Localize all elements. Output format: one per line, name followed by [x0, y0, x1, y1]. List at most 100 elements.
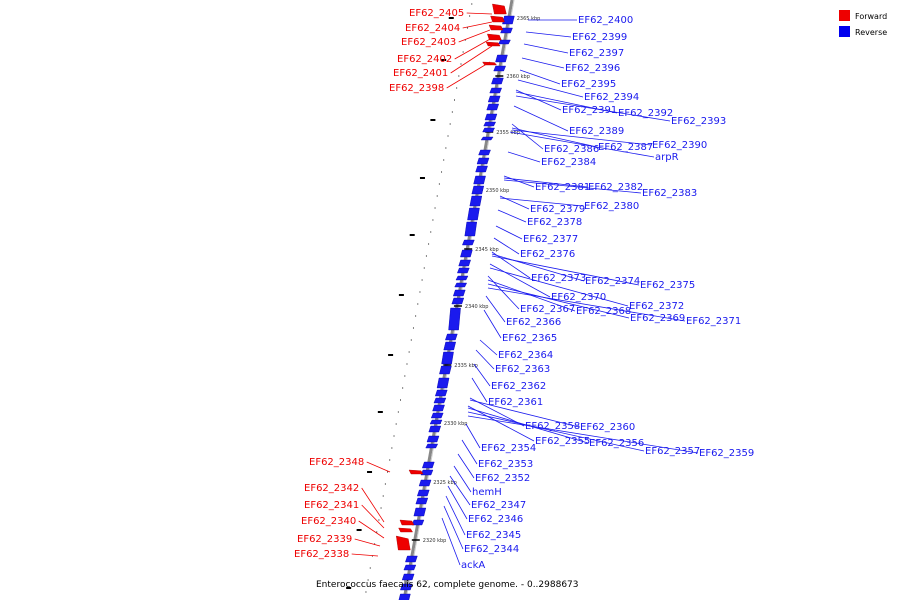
forward-gene-label[interactable]: EF62_2339	[297, 534, 352, 545]
reverse-gene-block[interactable]	[436, 377, 450, 389]
reverse-gene-block[interactable]	[418, 479, 432, 487]
reverse-gene-label[interactable]: EF62_2383	[642, 188, 697, 199]
reverse-gene-block[interactable]	[451, 297, 465, 305]
reverse-gene-label[interactable]: EF62_2371	[686, 316, 741, 327]
reverse-gene-label[interactable]: EF62_2363	[495, 364, 550, 375]
reverse-gene-block[interactable]	[487, 95, 501, 103]
reverse-gene-label[interactable]: EF62_2353	[478, 459, 533, 470]
reverse-gene-label[interactable]: EF62_2372	[629, 301, 684, 312]
reverse-gene-label[interactable]: EF62_2361	[488, 397, 543, 408]
reverse-gene-label[interactable]: EF62_2390	[652, 140, 707, 151]
reverse-gene-label[interactable]: EF62_2365	[502, 333, 557, 344]
forward-gene-label[interactable]: EF62_2342	[304, 483, 359, 494]
reverse-gene-block[interactable]	[483, 121, 497, 127]
reverse-gene-block[interactable]	[469, 195, 483, 207]
reverse-gene-label[interactable]: ackA	[461, 560, 485, 571]
reverse-gene-block[interactable]	[460, 249, 473, 258]
forward-gene-block[interactable]	[485, 41, 501, 47]
reverse-gene-block[interactable]	[500, 27, 513, 34]
reverse-gene-label[interactable]: EF62_2387	[598, 142, 653, 153]
reverse-gene-label[interactable]: EF62_2374	[585, 276, 640, 287]
reverse-gene-block[interactable]	[448, 307, 461, 331]
reverse-gene-label[interactable]: EF62_2393	[671, 116, 726, 127]
reverse-gene-block[interactable]	[475, 165, 488, 173]
reverse-gene-block[interactable]	[454, 282, 468, 288]
reverse-gene-label[interactable]: EF62_2377	[523, 234, 578, 245]
forward-gene-label[interactable]: EF62_2340	[301, 516, 356, 527]
reverse-gene-block[interactable]	[433, 397, 447, 404]
forward-gene-block[interactable]	[396, 535, 411, 551]
reverse-gene-block[interactable]	[482, 127, 495, 133]
forward-gene-block[interactable]	[408, 469, 424, 475]
reverse-gene-label[interactable]: EF62_2356	[589, 438, 644, 449]
reverse-gene-block[interactable]	[486, 103, 500, 111]
reverse-gene-block[interactable]	[432, 404, 445, 412]
reverse-gene-block[interactable]	[464, 221, 478, 237]
reverse-gene-block[interactable]	[471, 185, 485, 195]
forward-gene-label[interactable]: EF62_2403	[401, 37, 456, 48]
reverse-gene-block[interactable]	[443, 341, 456, 351]
reverse-gene-label[interactable]: EF62_2380	[584, 201, 639, 212]
reverse-gene-block[interactable]	[489, 87, 503, 94]
reverse-gene-label[interactable]: EF62_2384	[541, 157, 596, 168]
reverse-gene-label[interactable]: EF62_2358	[525, 421, 580, 432]
forward-gene-label[interactable]: EF62_2338	[294, 549, 349, 560]
reverse-gene-label[interactable]: EF62_2369	[630, 313, 685, 324]
reverse-gene-block[interactable]	[480, 136, 494, 141]
forward-gene-label[interactable]: EF62_2401	[393, 68, 448, 79]
reverse-gene-label[interactable]: EF62_2367	[520, 304, 575, 315]
forward-gene-block[interactable]	[492, 3, 507, 15]
reverse-gene-block[interactable]	[502, 15, 515, 25]
reverse-gene-block[interactable]	[493, 65, 506, 72]
reverse-gene-label[interactable]: EF62_2400	[578, 15, 633, 26]
reverse-gene-label[interactable]: EF62_2362	[491, 381, 546, 392]
reverse-gene-label[interactable]: EF62_2370	[551, 292, 606, 303]
reverse-gene-block[interactable]	[401, 573, 415, 581]
reverse-gene-label[interactable]: EF62_2381	[535, 182, 590, 193]
reverse-gene-block[interactable]	[473, 175, 486, 185]
reverse-gene-label[interactable]: EF62_2382	[588, 182, 643, 193]
reverse-gene-label[interactable]: EF62_2359	[699, 448, 754, 459]
reverse-gene-label[interactable]: EF62_2386	[544, 144, 599, 155]
forward-gene-label[interactable]: EF62_2404	[405, 23, 460, 34]
reverse-gene-label[interactable]: EF62_2376	[520, 249, 575, 260]
reverse-gene-label[interactable]: arpR	[655, 152, 679, 163]
reverse-gene-label[interactable]: hemH	[472, 487, 502, 498]
forward-gene-block[interactable]	[490, 15, 505, 23]
reverse-gene-block[interactable]	[405, 555, 418, 563]
reverse-gene-block[interactable]	[467, 207, 480, 221]
reverse-gene-block[interactable]	[430, 412, 444, 419]
reverse-gene-block[interactable]	[452, 289, 466, 297]
forward-gene-block[interactable]	[488, 24, 504, 31]
reverse-gene-block[interactable]	[403, 564, 417, 571]
reverse-gene-label[interactable]: EF62_2395	[561, 79, 616, 90]
reverse-gene-label[interactable]: EF62_2389	[569, 126, 624, 137]
reverse-gene-label[interactable]: EF62_2373	[531, 273, 586, 284]
reverse-gene-block[interactable]	[455, 275, 469, 281]
reverse-gene-label[interactable]: EF62_2394	[584, 92, 639, 103]
forward-gene-label[interactable]: EF62_2402	[397, 54, 452, 65]
reverse-gene-label[interactable]: EF62_2375	[640, 280, 695, 291]
reverse-gene-block[interactable]	[428, 425, 442, 433]
reverse-gene-block[interactable]	[445, 333, 458, 341]
reverse-gene-block[interactable]	[400, 583, 413, 591]
reverse-gene-block[interactable]	[398, 593, 411, 600]
reverse-gene-label[interactable]: EF62_2379	[530, 204, 585, 215]
forward-gene-label[interactable]: EF62_2348	[309, 457, 364, 468]
reverse-gene-label[interactable]: EF62_2397	[569, 48, 624, 59]
reverse-gene-block[interactable]	[420, 469, 434, 476]
reverse-gene-label[interactable]: EF62_2352	[475, 473, 530, 484]
reverse-gene-block[interactable]	[484, 113, 498, 121]
reverse-gene-block[interactable]	[426, 435, 440, 443]
reverse-gene-label[interactable]: EF62_2378	[527, 217, 582, 228]
reverse-gene-block[interactable]	[458, 259, 471, 267]
reverse-gene-block[interactable]	[415, 497, 429, 505]
forward-gene-block[interactable]	[399, 519, 415, 526]
reverse-gene-block[interactable]	[422, 461, 435, 469]
reverse-gene-block[interactable]	[425, 443, 439, 449]
forward-gene-block[interactable]	[398, 527, 413, 533]
reverse-gene-label[interactable]: EF62_2392	[618, 108, 673, 119]
reverse-gene-label[interactable]: EF62_2355	[535, 436, 590, 447]
reverse-gene-label[interactable]: EF62_2357	[645, 446, 700, 457]
reverse-gene-label[interactable]: EF62_2354	[481, 443, 536, 454]
